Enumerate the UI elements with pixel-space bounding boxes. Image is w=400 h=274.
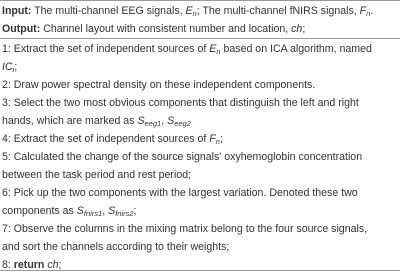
subscript: n <box>215 137 220 146</box>
step-line: 3: Select the two most obvious component… <box>0 94 400 112</box>
input-line: Input: The multi-channel EEG signals, En… <box>0 2 400 20</box>
text: ; <box>58 259 62 271</box>
step-line: 8: return ch; <box>0 256 400 274</box>
math: E <box>185 5 193 17</box>
text: . <box>370 5 374 17</box>
subscript: eeg2 <box>174 119 191 128</box>
label: Input: <box>2 5 32 17</box>
keyword: return <box>13 259 45 271</box>
text: , <box>102 205 109 217</box>
subscript: eeg1 <box>144 119 162 128</box>
math: ch <box>291 23 303 35</box>
step-line: and sort the channels according to their… <box>0 238 400 256</box>
text: ; <box>133 205 137 217</box>
text: 5: Calculated the change of the source s… <box>2 151 363 163</box>
text: The multi-channel EEG signals, <box>31 5 186 17</box>
math: S <box>167 115 175 127</box>
step-line: components as Sfnirs1, Sfnirs2; <box>0 202 400 220</box>
subscript: fnirs1 <box>83 209 103 218</box>
text: ; <box>302 23 306 35</box>
subscript: n <box>192 9 197 18</box>
subscript: n <box>216 47 221 56</box>
math: F <box>359 5 367 17</box>
text: between the task period and rest period; <box>2 169 192 181</box>
text: , <box>161 115 168 127</box>
math: IC <box>2 61 13 73</box>
math: E <box>209 43 217 55</box>
text: ; <box>219 133 223 145</box>
text: 3: Select the two most obvious component… <box>2 97 359 109</box>
step-line: 2: Draw power spectral density on these … <box>0 76 400 94</box>
text: components as <box>2 205 77 217</box>
subscript: fnirs2 <box>115 209 134 218</box>
math: S <box>137 115 145 127</box>
label: Output: <box>2 23 41 35</box>
step-line: between the task period and rest period; <box>0 166 400 184</box>
separator <box>0 38 400 39</box>
subscript: i <box>12 65 15 74</box>
math: S <box>108 205 116 217</box>
text: 6: Pick up the two components with the l… <box>2 187 358 199</box>
step-line: 4: Extract the set of independent source… <box>0 130 400 148</box>
text: hands, which are marked as <box>2 115 138 127</box>
text: 7: Observe the columns in the mixing mat… <box>2 223 368 235</box>
step-line: 1: Extract the set of independent source… <box>0 40 400 58</box>
step-line: 6: Pick up the two components with the l… <box>0 184 400 202</box>
step-line: 7: Observe the columns in the mixing mat… <box>0 220 400 238</box>
text: ; <box>14 61 18 73</box>
text: based on ICA algorithm, named <box>220 43 372 55</box>
text: 8: <box>2 259 14 271</box>
step-line: hands, which are marked as Seeg1, Seeg2 <box>0 112 400 130</box>
text: 2: Draw power spectral density on these … <box>2 79 316 91</box>
text: 4: Extract the set of independent source… <box>2 133 210 145</box>
subscript: n <box>366 9 371 18</box>
output-line: Output: Channel layout with consistent n… <box>0 20 400 38</box>
step-line: ICi; <box>0 58 400 76</box>
text: ; The multi-channel fNIRS signals, <box>196 5 360 17</box>
text: and sort the channels according to their… <box>2 241 230 253</box>
step-line: 5: Calculated the change of the source s… <box>0 148 400 166</box>
math: F <box>209 133 216 145</box>
math: S <box>76 205 84 217</box>
text: Channel layout with consistent number an… <box>40 23 292 35</box>
text: 1: Extract the set of independent source… <box>2 43 210 55</box>
math: ch <box>47 259 59 271</box>
